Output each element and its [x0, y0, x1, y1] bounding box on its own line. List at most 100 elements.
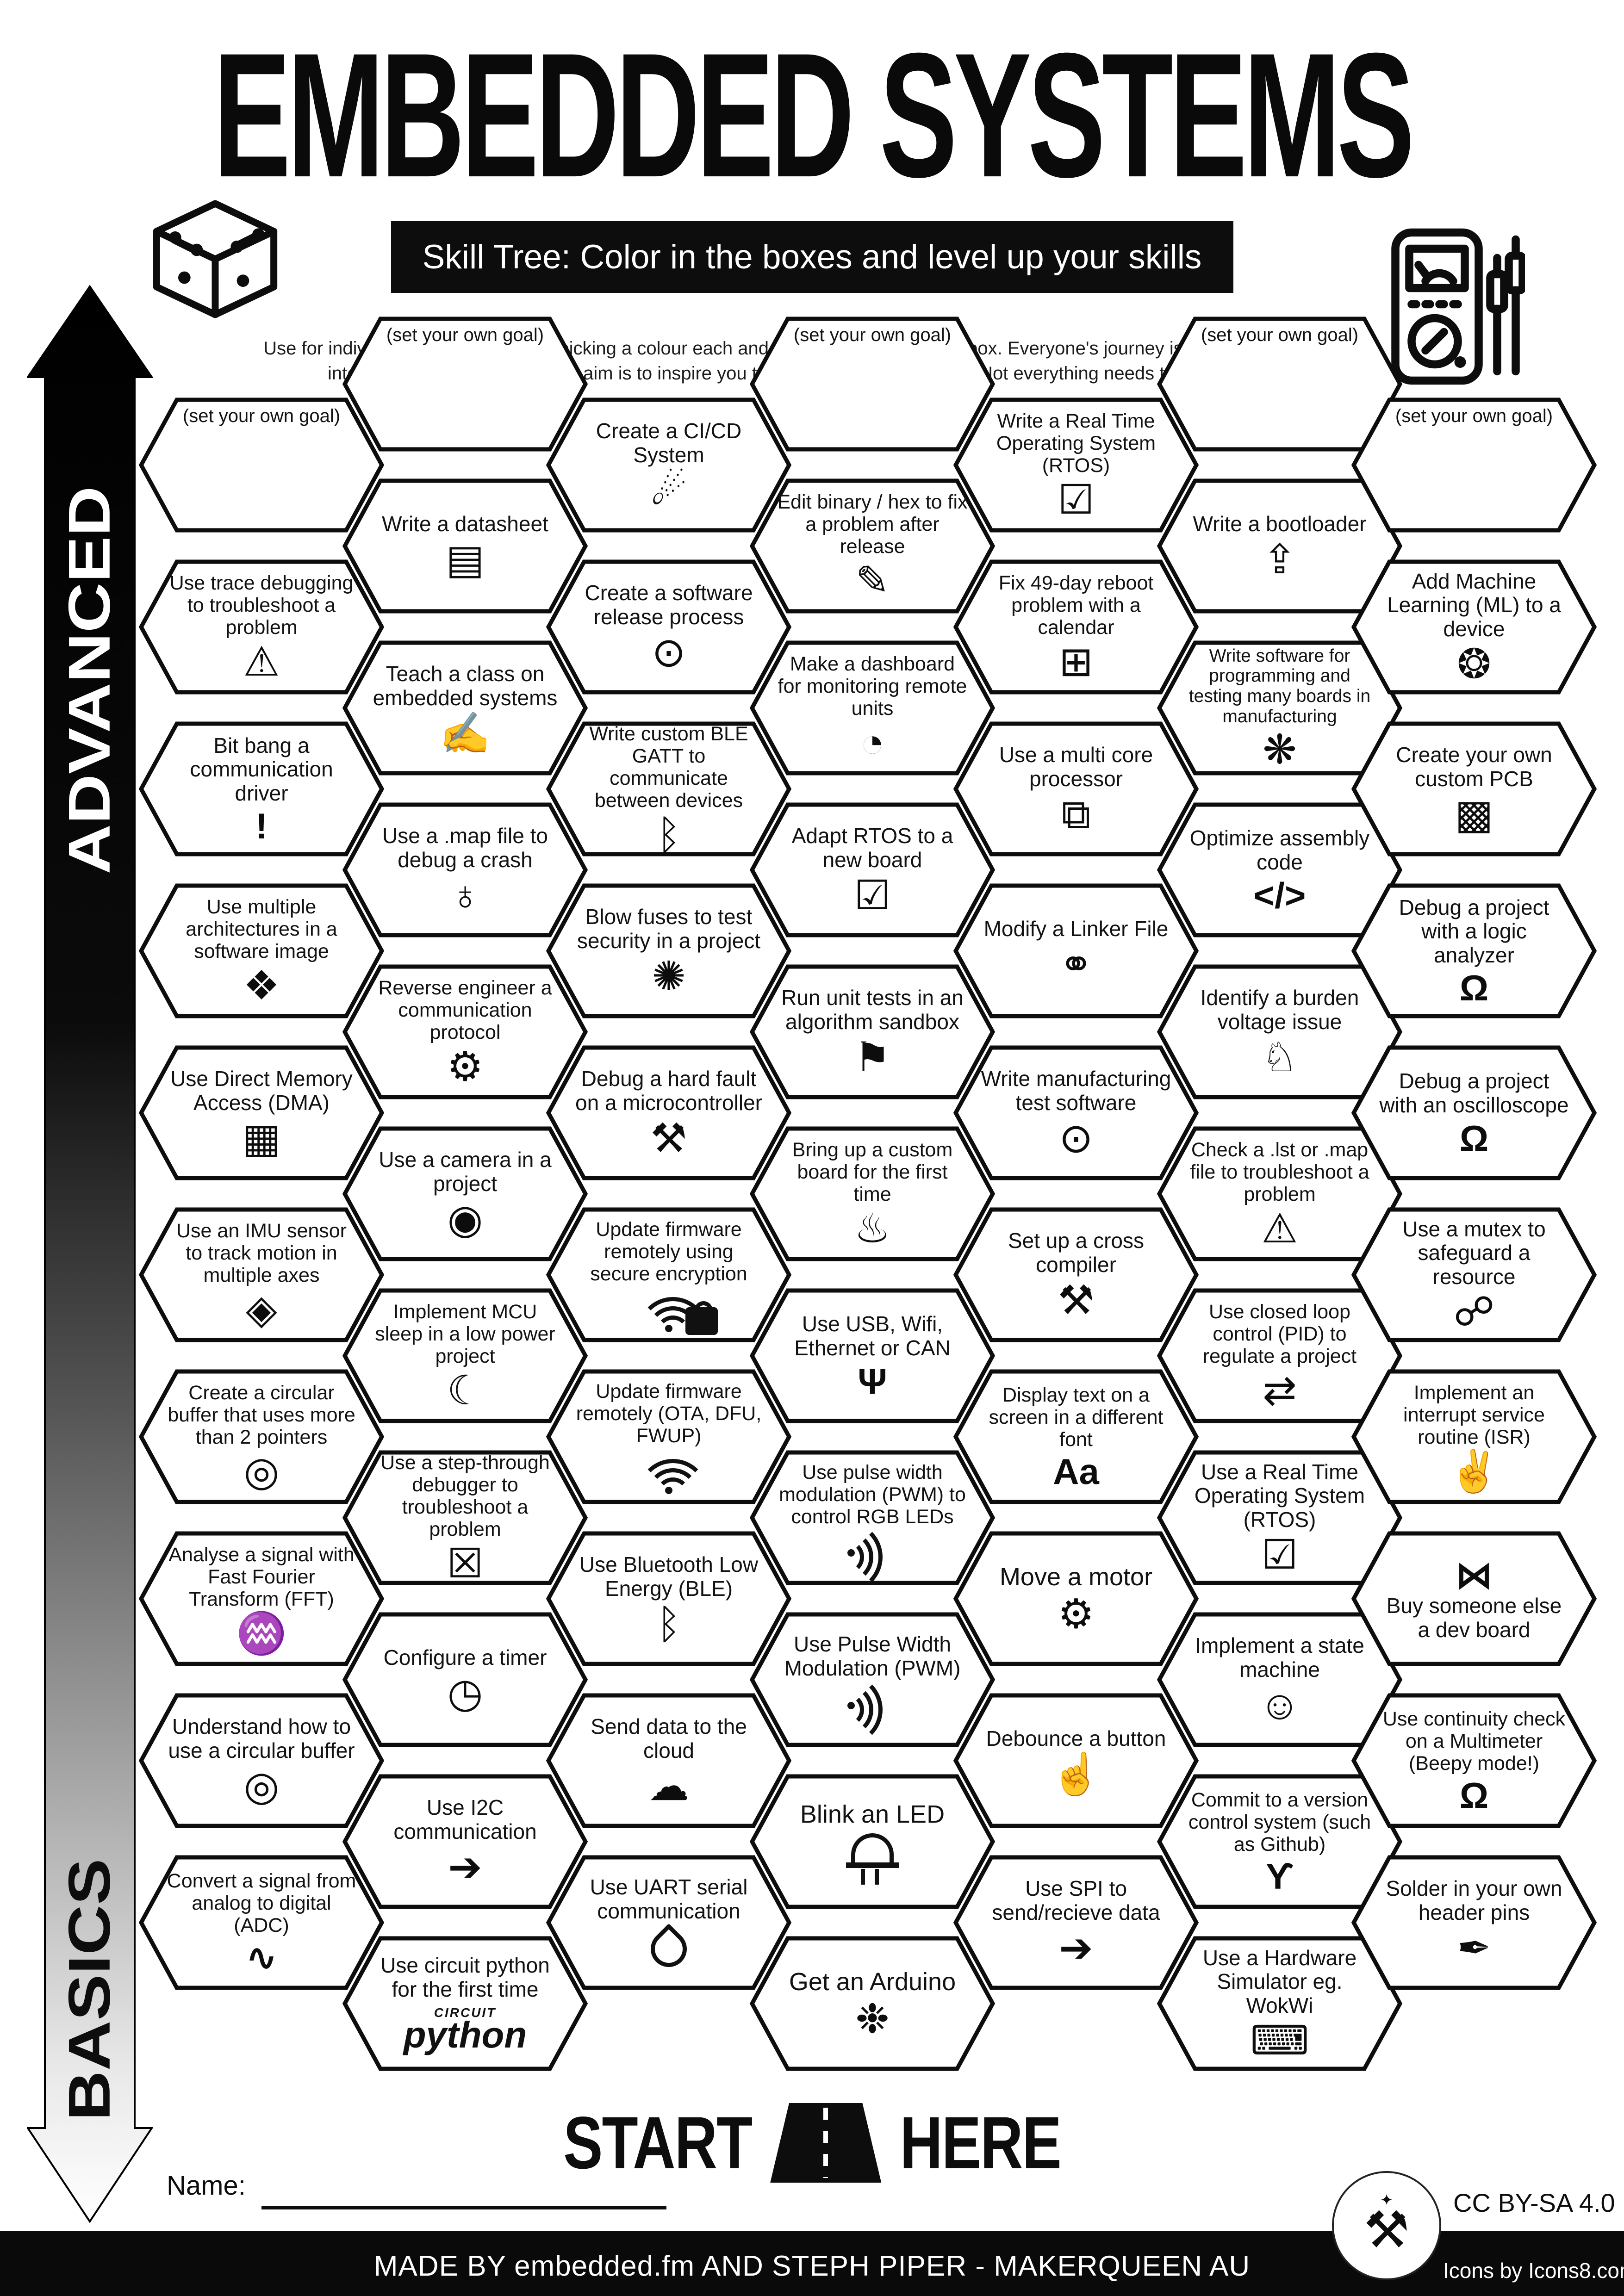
- skill-label: Use a camera in a project: [379, 1148, 552, 1196]
- skill-label: Debug a project with an oscilloscope: [1379, 1069, 1569, 1117]
- circuitpython-logo: CIRCUIT python: [403, 2005, 527, 2055]
- skill-hexagon: Use a Real Time Operating System (RTOS) ☑: [1157, 1448, 1402, 1587]
- skill-hexagon: Debug a project with an oscilloscope Ω: [1351, 1043, 1597, 1182]
- exclamation-icon: !: [255, 806, 268, 847]
- skill-hexagon: Use I2C communication ➔: [342, 1772, 588, 1911]
- explosion-icon: ✺: [652, 953, 686, 999]
- goal-placeholder-label: (set your own goal): [1395, 406, 1553, 426]
- release-box-icon: ⊙: [1059, 1115, 1093, 1161]
- goal-hexagon: (set your own goal): [1157, 315, 1402, 453]
- gift-bow-icon: ⋈: [1456, 1555, 1492, 1596]
- skill-label: Use UART serial communication: [590, 1875, 748, 1923]
- monitor-alert-icon: ⚠: [243, 639, 280, 685]
- skill-hexagon: Teach a class on embedded systems ✍: [342, 639, 588, 777]
- skill-hexagon: Create a software release process ⊙: [546, 558, 791, 696]
- skill-hexagon: Use a mutex to safeguard a resource ☍: [1351, 1205, 1597, 1344]
- skill-hexagon: Use a Hardware Simulator eg. WokWi ⌨: [1157, 1934, 1402, 2073]
- handshake-icon: ☍: [1453, 1289, 1495, 1335]
- road-icon: [770, 2103, 882, 2183]
- skill-label: Optimize assembly code: [1189, 826, 1370, 874]
- chain-link-icon: ⚭: [1059, 941, 1093, 987]
- skill-label: Use a Hardware Simulator eg. WokWi: [1202, 1945, 1357, 2017]
- skill-hexagon: Check a .lst or .map file to troubleshoo…: [1157, 1124, 1402, 1263]
- skill-hexagon: Add Machine Learning (ML) to a device ❂: [1351, 558, 1597, 696]
- circular-buffer-icon: ◎: [243, 1762, 280, 1809]
- skill-label: Use Direct Memory Access (DMA): [170, 1067, 353, 1115]
- start-label: START: [563, 2101, 753, 2184]
- monitor-check-icon: ☑: [1261, 1532, 1298, 1578]
- loop-arrows-icon: ⇄: [1263, 1367, 1297, 1414]
- skill-hexagon: Use circuit python for the first time CIR…: [342, 1934, 588, 2073]
- advanced-label: ADVANCED: [56, 486, 122, 875]
- skill-label: Write custom BLE GATT to communicate bet…: [589, 722, 748, 812]
- skill-hexagon: Use an IMU sensor to track motion in mul…: [139, 1205, 384, 1344]
- skill-hexagon: Debug a hard fault on a microcontroller ⚒: [546, 1043, 791, 1182]
- skill-label: Bring up a custom board for the first ti…: [792, 1138, 953, 1206]
- skill-label: Buy someone else a dev board: [1386, 1594, 1562, 1642]
- donkey-icon: ♘: [1261, 1034, 1298, 1080]
- skill-hexagon: Update firmware remotely (OTA, DFU, FWUP…: [546, 1367, 791, 1506]
- tools-icon: ⚒: [1058, 1277, 1095, 1323]
- skill-hexagon: Use Direct Memory Access (DMA) ▦: [139, 1043, 384, 1182]
- skill-hexagon: Write a bootloader ⇪: [1157, 477, 1402, 615]
- cloud-icon: ☁: [648, 1762, 689, 1809]
- monitor-bug-icon: ☒: [447, 1540, 484, 1587]
- finger-press-icon: ☝: [1051, 1750, 1101, 1797]
- sandbox-icon: ⚑: [854, 1034, 891, 1080]
- multimeter-icon: Ω: [1459, 1775, 1489, 1816]
- license-label: CC BY-SA 4.0: [1453, 2188, 1615, 2217]
- skill-label: Identify a burden voltage issue: [1200, 986, 1359, 1034]
- goal-hexagon: (set your own goal): [342, 315, 588, 453]
- monitor-check-icon: ☑: [1058, 477, 1095, 523]
- skill-label: Use a .map file to debug a crash: [382, 824, 548, 872]
- skill-label: Implement a state machine: [1195, 1633, 1364, 1682]
- skill-hexagon: Modify a Linker File ⚭: [953, 881, 1199, 1020]
- soldering-iron-icon: ✒: [1457, 1924, 1491, 1971]
- skill-label: Create a CI/CD System: [596, 419, 742, 467]
- skill-label: Move a motor: [999, 1563, 1153, 1591]
- gauge-icon: ◔: [860, 720, 885, 766]
- skill-hexagon: Adapt RTOS to a new board ☑: [750, 800, 995, 939]
- water-drop-icon: [643, 1923, 695, 1974]
- skill-label: Use Pulse Width Modulation (PWM): [784, 1632, 961, 1680]
- goal-hexagon: (set your own goal): [750, 315, 995, 453]
- skill-hexagon: Convert a signal from analog to digital …: [139, 1853, 384, 1992]
- i2c-bus-icon: ➔: [448, 1843, 482, 1890]
- skill-label: Use I2C communication: [393, 1795, 537, 1843]
- skill-label: Bit bang a communication driver: [190, 733, 333, 805]
- skill-hexagon: Edit binary / hex to fix a problem after…: [750, 477, 995, 615]
- datasheet-icon: ▤: [446, 536, 485, 582]
- skill-label: Implement MCU sleep in a low power proje…: [375, 1300, 555, 1368]
- skill-hexagon: Implement an interrupt service routine (…: [1351, 1367, 1597, 1506]
- calendar-icon: ⊞: [1059, 639, 1093, 685]
- skill-hexagon: Use a step-through debugger to troublesh…: [342, 1448, 588, 1587]
- skill-hexagon: Understand how to use a circular buffer ◎: [139, 1691, 384, 1830]
- spi-bus-icon: ➔: [1059, 1924, 1093, 1971]
- skill-label: Commit to a version control system (such…: [1188, 1788, 1371, 1856]
- skill-hexagon: Use trace debugging to troubleshoot a pr…: [139, 558, 384, 696]
- goal-placeholder-label: (set your own goal): [793, 325, 952, 345]
- octopus-icon: ❋: [1263, 726, 1297, 773]
- skill-hexagon: Use closed loop control (PID) to regulat…: [1157, 1286, 1402, 1425]
- birthday-cake-icon: ♨: [854, 1205, 891, 1252]
- skill-label: Debounce a button: [986, 1726, 1166, 1751]
- skill-hexagon: Create a CI/CD System ☄: [546, 396, 791, 534]
- skill-hexagon: Use SPI to send/recieve data ➔: [953, 1853, 1199, 1992]
- tools-icon: ⚒: [650, 1115, 687, 1161]
- skill-label: Write a Real Time Operating System (RTOS…: [996, 410, 1156, 477]
- skill-hexagon: ⋈ Buy someone else a dev board: [1351, 1529, 1597, 1668]
- release-box-icon: ⊙: [652, 629, 686, 675]
- skill-hexagon: Update firmware remotely using secure en…: [546, 1205, 791, 1344]
- skill-label: Blow fuses to test security in a project: [577, 905, 761, 953]
- multimeter-icon: Ω: [1459, 968, 1489, 1009]
- skill-label: Get an Arduino: [789, 1967, 956, 1996]
- skill-label: Solder in your own header pins: [1386, 1876, 1562, 1924]
- skill-label: Update firmware remotely using secure en…: [590, 1218, 747, 1285]
- skill-label: Use closed loop control (PID) to regulat…: [1202, 1300, 1357, 1368]
- fft-magnifier-icon: ♒: [236, 1610, 287, 1657]
- skill-label: Use an IMU sensor to track motion in mul…: [176, 1219, 347, 1287]
- skill-hexagon: Bring up a custom board for the first ti…: [750, 1124, 995, 1263]
- skill-hexagon: Implement MCU sleep in a low power proje…: [342, 1286, 588, 1425]
- bluetooth-icon: ᛒ: [656, 1601, 681, 1647]
- skill-label: Write manufacturing test software: [981, 1067, 1171, 1115]
